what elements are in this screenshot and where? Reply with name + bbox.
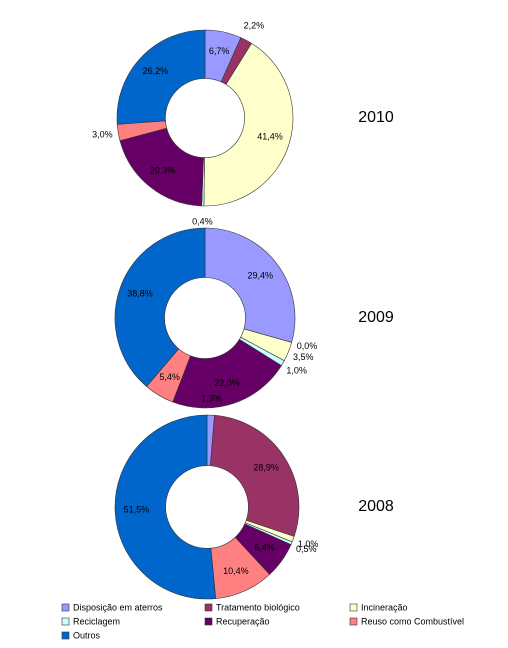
value-label: 5,4%: [159, 372, 180, 382]
legend-swatch: [61, 617, 70, 626]
value-label: 51,5%: [124, 505, 150, 515]
legend-swatch: [204, 603, 213, 612]
value-label: 22,0%: [214, 378, 240, 388]
value-label: 0,5%: [296, 544, 317, 554]
legend-swatch: [61, 603, 70, 612]
donut-slice: [116, 29, 206, 125]
chart-title: 2009: [358, 309, 394, 326]
value-label: 29,4%: [247, 271, 273, 281]
legend-swatch: [349, 617, 358, 626]
value-label: 1,0%: [286, 366, 307, 376]
value-label: 0,4%: [192, 216, 213, 226]
value-label: 1,0%: [298, 539, 319, 549]
legend-swatch: [61, 631, 70, 640]
value-label: 3,0%: [92, 130, 113, 140]
legend-label: Recuperação: [216, 616, 270, 626]
value-label: 2,2%: [244, 21, 265, 31]
value-label: 6,7%: [209, 46, 230, 56]
chart-title: 2008: [358, 498, 394, 515]
value-label: 10,4%: [223, 566, 249, 576]
legend-swatch: [349, 603, 358, 612]
legend-label: Reuso como Combustível: [361, 616, 464, 626]
legend-label: Tratamento biológico: [216, 602, 300, 612]
value-label: 26,2%: [143, 66, 169, 76]
donut-slice: [119, 127, 204, 207]
donut-slice: [210, 414, 300, 537]
value-label: 1,3%: [201, 393, 222, 403]
value-label: 0,0%: [297, 341, 318, 351]
donut-slice: [203, 42, 294, 207]
value-label: 41,4%: [257, 131, 283, 141]
chart-title: 2010: [358, 109, 394, 126]
legend-label: Reciclagem: [73, 616, 120, 626]
donut-slice: [172, 338, 282, 409]
value-label: 20,3%: [150, 165, 176, 175]
value-label: 38,8%: [127, 288, 153, 298]
donut-slice: [114, 414, 216, 600]
donut-slice: [204, 227, 296, 343]
legend-swatch: [204, 617, 213, 626]
value-label: 6,4%: [254, 543, 275, 553]
legend-label: Outros: [73, 630, 101, 640]
legend-label: Incineração: [361, 602, 408, 612]
value-label: 28,9%: [253, 463, 279, 473]
value-label: 3,5%: [293, 352, 314, 362]
donut-slice: [114, 227, 206, 387]
legend-label: Disposição em aterros: [73, 602, 163, 612]
